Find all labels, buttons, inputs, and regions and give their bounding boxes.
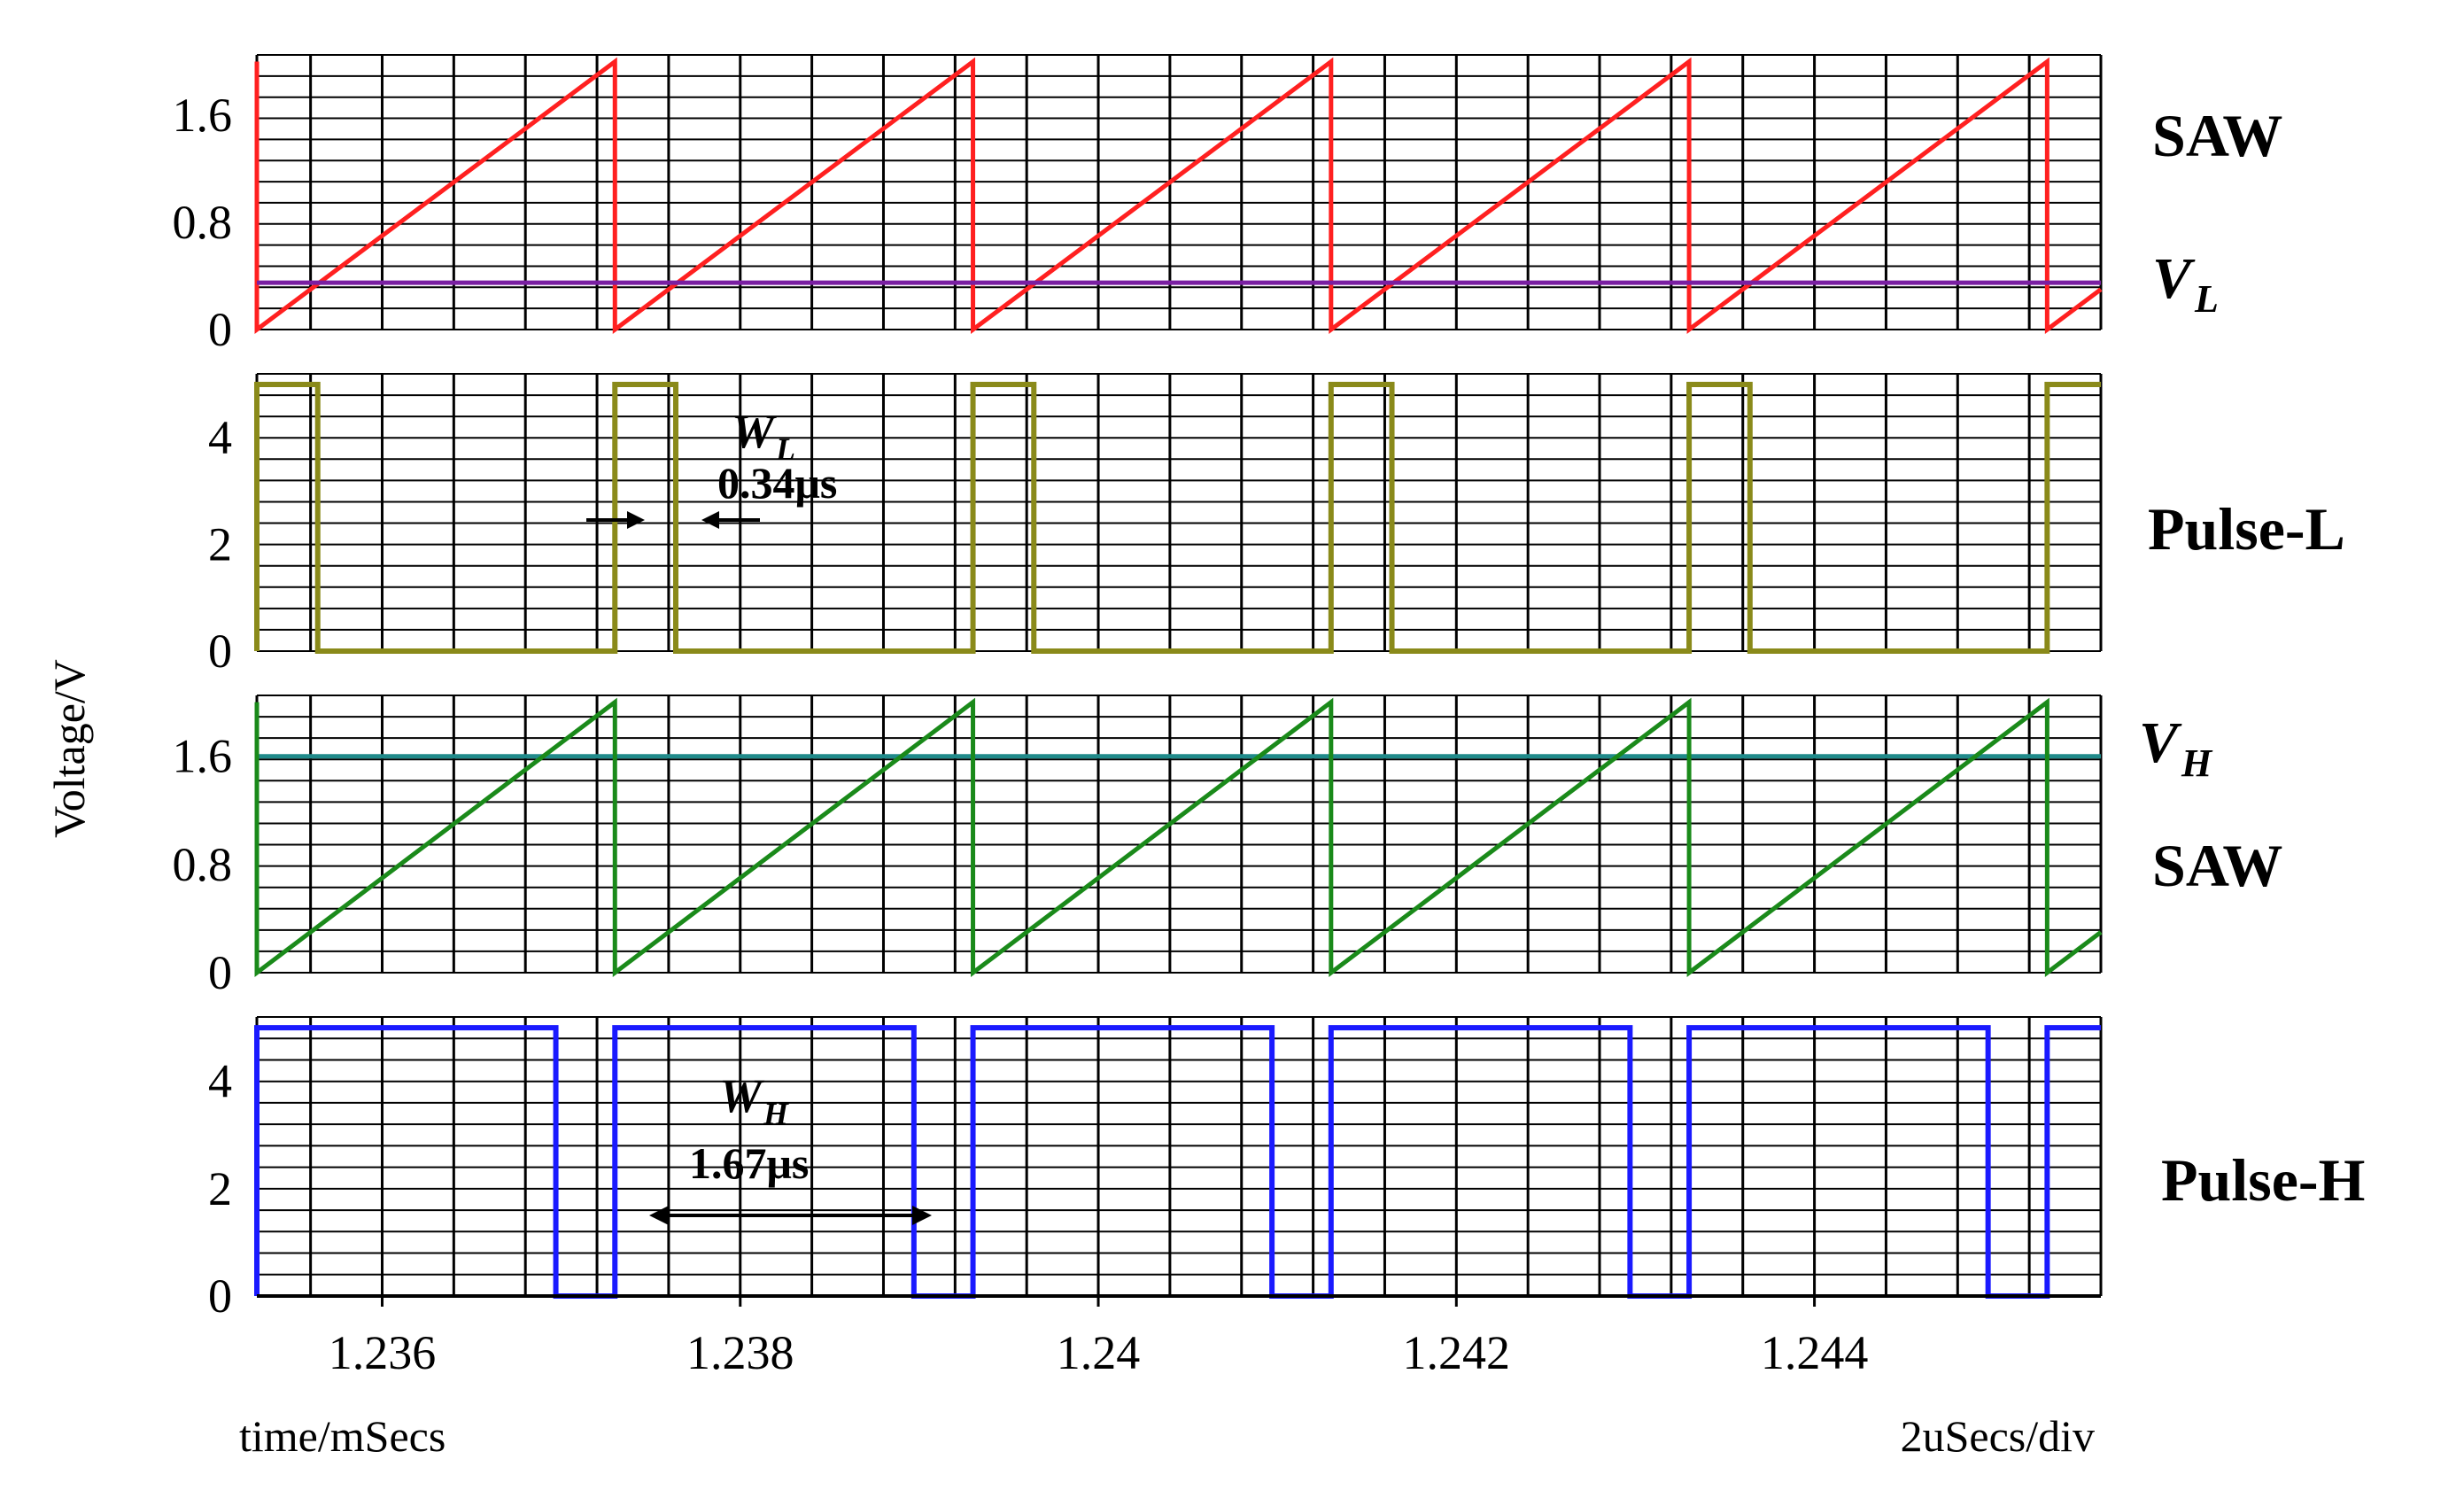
series-saw-line (254, 57, 2103, 334)
y-tick-label: 0 (208, 946, 232, 999)
y-tick-label: 1.6 (173, 89, 233, 142)
timebase-label: 2uSecs/div (1901, 1411, 2095, 1461)
panel-saw-low: 0 0.8 1.6 (173, 54, 2103, 356)
vh-label: VH (2139, 710, 2213, 785)
y-tick-label: 4 (208, 1055, 232, 1108)
wh-value: 1.67μs (689, 1138, 809, 1188)
y-tick-label: 0 (208, 303, 232, 356)
panel-saw-high: 0 0.8 1.6 (173, 695, 2103, 999)
y-tick-label: 4 (208, 411, 232, 464)
chart-panels: 0 0.8 1.6 0 2 4 0 0.8 1.6 0 2 4 1.236 1.238 1.24 1.242 1… (173, 54, 2103, 1379)
saw-low-label: SAW (2152, 102, 2282, 169)
wl-arrow-right-head (701, 511, 719, 529)
wh-arrow-right-head (912, 1206, 932, 1225)
saw-high-label: SAW (2152, 832, 2282, 899)
y-tick-label: 0 (208, 1269, 232, 1323)
x-tick-label: 1.236 (329, 1326, 437, 1379)
y-tick-label: 0.8 (173, 838, 233, 891)
wh-symbol: WH (719, 1069, 789, 1131)
wl-value: 0.34μs (717, 458, 837, 508)
x-tick-label: 1.244 (1761, 1326, 1869, 1379)
y-tick-label: 0.8 (173, 196, 233, 249)
pulse-l-label: Pulse-L (2148, 495, 2345, 563)
wl-annotation: WL 0.34μs (586, 405, 837, 529)
x-tick-label: 1.238 (686, 1326, 794, 1379)
wl-arrow-left-head (627, 511, 645, 529)
y-tick-label: 0 (208, 625, 232, 678)
panel-pulse-low: 0 2 4 (208, 373, 2103, 678)
y-tick-label: 2 (208, 518, 232, 571)
x-tick-label: 1.242 (1403, 1326, 1511, 1379)
wl-symbol: WL (732, 405, 795, 467)
pulse-h-label: Pulse-H (2161, 1146, 2365, 1214)
x-axis-label: time/mSecs (239, 1411, 446, 1461)
panel-pulse-high: 0 2 4 (208, 1016, 2103, 1323)
wh-arrow-left-head (649, 1206, 669, 1225)
y-axis-label: Voltage/V (44, 659, 94, 838)
series-pulse-h-line (254, 1025, 2101, 1299)
y-tick-label: 2 (208, 1162, 232, 1215)
y-tick-label: 1.6 (173, 730, 233, 783)
wh-annotation: WH 1.67μs (649, 1069, 932, 1225)
x-tick-label: 1.24 (1057, 1326, 1141, 1379)
series-saw-line (254, 697, 2103, 978)
series-pulse-l-line (254, 382, 2101, 654)
vl-label: VL (2152, 246, 2219, 321)
